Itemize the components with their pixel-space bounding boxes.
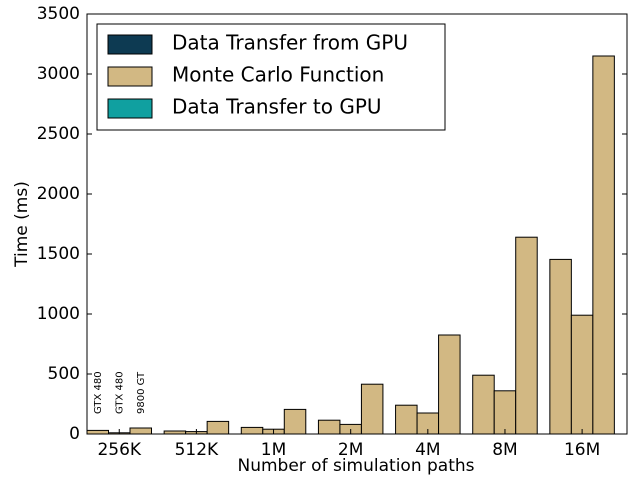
bar bbox=[129, 427, 152, 435]
bar bbox=[515, 236, 538, 435]
legend-swatch bbox=[107, 98, 153, 119]
y-tick-label: 1500 bbox=[37, 244, 80, 264]
y-axis-label: Time (ms) bbox=[12, 181, 32, 268]
bar bbox=[317, 419, 341, 435]
legend-box bbox=[96, 23, 446, 131]
plot-frame bbox=[86, 13, 628, 435]
legend-swatch bbox=[107, 66, 153, 87]
bar bbox=[86, 429, 109, 435]
bar bbox=[493, 390, 517, 435]
x-tick-label: 1M bbox=[261, 440, 286, 460]
x-tick-label: 8M bbox=[492, 440, 517, 460]
legend-label: Data Transfer from GPU bbox=[172, 31, 408, 55]
bar-label: GTX 480 bbox=[114, 371, 125, 414]
bar bbox=[395, 404, 418, 435]
x-tick-label: 2M bbox=[338, 440, 363, 460]
bar bbox=[360, 383, 384, 435]
bar bbox=[570, 314, 594, 435]
bar bbox=[472, 374, 495, 435]
y-tick-label: 500 bbox=[48, 364, 80, 384]
bar-label: GTX 480 bbox=[93, 371, 104, 414]
bar bbox=[206, 420, 230, 435]
y-tick-label: 3500 bbox=[37, 4, 80, 24]
x-tick-label: 512K bbox=[175, 440, 219, 460]
x-tick-label: 4M bbox=[415, 440, 440, 460]
bar-label: 9800 GT bbox=[136, 371, 147, 414]
bar bbox=[240, 426, 264, 435]
y-tick-label: 2500 bbox=[37, 124, 80, 144]
bar bbox=[549, 258, 572, 435]
x-tick-label: 16M bbox=[564, 440, 600, 460]
y-tick-label: 1000 bbox=[37, 304, 80, 324]
bar bbox=[438, 334, 461, 435]
y-tick-label: 0 bbox=[69, 424, 80, 444]
y-tick-label: 2000 bbox=[37, 184, 80, 204]
legend-swatch bbox=[107, 34, 153, 55]
legend-label: Data Transfer to GPU bbox=[172, 95, 382, 119]
y-tick-label: 3000 bbox=[37, 64, 80, 84]
bar bbox=[592, 55, 615, 435]
x-axis-label: Number of simulation paths bbox=[237, 456, 474, 476]
bar bbox=[283, 408, 307, 435]
x-tick-label: 256K bbox=[97, 440, 141, 460]
legend-label: Monte Carlo Function bbox=[172, 63, 384, 87]
